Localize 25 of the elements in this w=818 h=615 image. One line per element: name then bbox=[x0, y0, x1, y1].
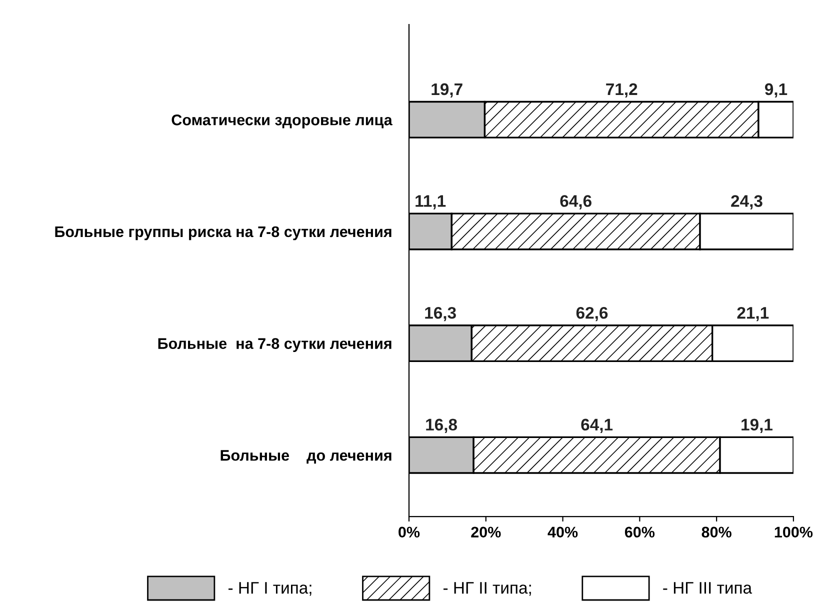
data-label: 11,1 bbox=[416, 195, 446, 210]
data-label: 24,3 bbox=[731, 195, 762, 210]
data-label: 16,3 bbox=[425, 306, 456, 322]
x-tick-label: 60% bbox=[624, 526, 655, 538]
y-tick-label: Больные на 7-8 сутки лечения bbox=[158, 338, 392, 352]
x-tick-label: 0% bbox=[398, 526, 420, 538]
data-label: 62,6 bbox=[576, 306, 608, 322]
data-label: 9,1 bbox=[764, 83, 788, 98]
x-tick-label: 40% bbox=[548, 526, 578, 538]
x-tick-label: 100% bbox=[774, 526, 813, 538]
data-label: 19,1 bbox=[742, 418, 772, 433]
data-label: 71,2 bbox=[606, 83, 638, 98]
legend-label: - НГ II типа; bbox=[444, 582, 531, 596]
legend-label: - НГ I типа; bbox=[228, 582, 312, 596]
y-tick-label: Соматически здоровые лица bbox=[172, 114, 392, 128]
data-label: 16,8 bbox=[426, 418, 458, 433]
y-tick-label: Больные до лечения bbox=[220, 450, 392, 464]
y-tick-label: Больные группы риска на 7-8 сутки лечения bbox=[55, 226, 392, 240]
x-tick-label: 80% bbox=[702, 526, 732, 538]
data-label: 64,6 bbox=[560, 195, 592, 210]
legend-label: - НГ III типа bbox=[663, 582, 752, 594]
x-tick-label: 20% bbox=[471, 526, 501, 538]
data-label: 21,1 bbox=[737, 306, 769, 322]
data-label: 64,1 bbox=[581, 418, 613, 433]
data-label: 19,7 bbox=[432, 83, 462, 98]
